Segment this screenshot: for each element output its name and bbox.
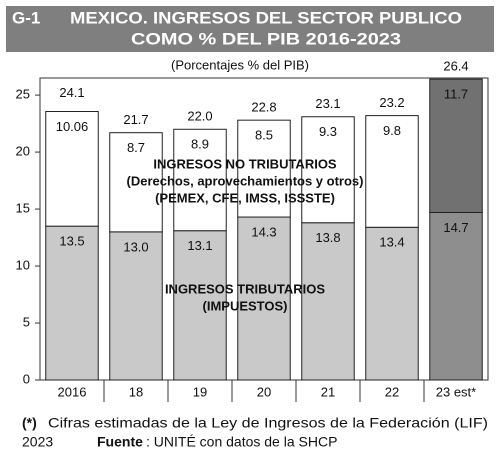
value-label: 14.3 (251, 224, 276, 239)
x-tick-label: 20 (257, 384, 271, 399)
total-label: 24.1 (59, 85, 84, 100)
value-label: 14.7 (443, 220, 468, 235)
bar-segment (45, 225, 99, 381)
total-label: 26.4 (443, 59, 468, 74)
bar-segment (173, 128, 227, 232)
value-label: 13.8 (315, 230, 340, 245)
value-label: 8.5 (255, 128, 273, 143)
title-code: G-1 (12, 8, 40, 27)
value-label: 13.0 (123, 239, 148, 254)
value-label: 8.9 (191, 137, 209, 152)
source-label: Fuente (97, 434, 143, 450)
total-label: 22.0 (187, 109, 212, 124)
series-label: INGRESOS NO TRIBUTARIOS (153, 156, 337, 171)
total-label: 23.2 (379, 95, 404, 110)
footnote-marker: (*) (22, 415, 37, 431)
total-label: 22.8 (251, 100, 276, 115)
bar-segment (301, 116, 355, 224)
subtitle: (Porcentajes % del PIB) (171, 57, 309, 72)
value-label: 9.3 (319, 124, 337, 139)
y-tick-label: 20 (16, 144, 30, 159)
bar-segment (365, 226, 419, 381)
y-tick-label: 0 (23, 371, 30, 386)
footnote: 2023 (22, 434, 53, 450)
bar-segment (301, 222, 355, 381)
bar-segment (109, 132, 163, 233)
y-tick-label: 15 (16, 200, 30, 215)
footnote: Cifras estimadas de la Ley de Ingresos d… (48, 415, 488, 431)
x-tick-label: 21 (321, 384, 335, 399)
chart-title: MEXICO. INGRESOS DEL SECTOR PUBLICO (70, 8, 462, 27)
value-label: 10.06 (56, 119, 89, 134)
bar-segment (429, 78, 483, 213)
value-label: 9.8 (383, 123, 401, 138)
value-label: 13.4 (379, 235, 404, 250)
y-tick-label: 25 (16, 87, 30, 102)
series-note: (Derechos, aprovechamientos y otros) (127, 173, 364, 188)
x-tick-label: 2016 (58, 384, 87, 399)
chart-title: COMO % DEL PIB 2016-2023 (131, 29, 401, 48)
x-tick-label: 19 (193, 384, 207, 399)
series-note: (PEMEX, CFE, IMSS, ISSSTE) (155, 190, 335, 205)
series-label: INGRESOS TRIBUTARIOS (165, 281, 325, 296)
title-band (6, 6, 494, 52)
total-label: 23.1 (315, 96, 340, 111)
series-note: (IMPUESTOS) (203, 298, 288, 313)
bar-segment (45, 111, 99, 227)
y-tick-label: 10 (16, 257, 30, 272)
value-label: 13.1 (187, 238, 212, 253)
total-label: 21.7 (123, 112, 148, 127)
x-tick-label: 22 (385, 384, 399, 399)
value-label: 11.7 (444, 87, 468, 102)
bar-segment (365, 115, 419, 228)
value-label: 8.7 (127, 140, 145, 155)
value-label: 13.5 (59, 234, 84, 249)
x-tick-label: 23 est* (436, 384, 476, 399)
bar-segment (237, 119, 291, 218)
bar-segment (429, 211, 483, 381)
source: : UNITÉ con datos de la SHCP (146, 434, 337, 450)
y-tick-label: 5 (23, 314, 30, 329)
bar-segment (173, 230, 227, 381)
x-tick-label: 18 (129, 384, 143, 399)
bar-segment (109, 231, 163, 381)
